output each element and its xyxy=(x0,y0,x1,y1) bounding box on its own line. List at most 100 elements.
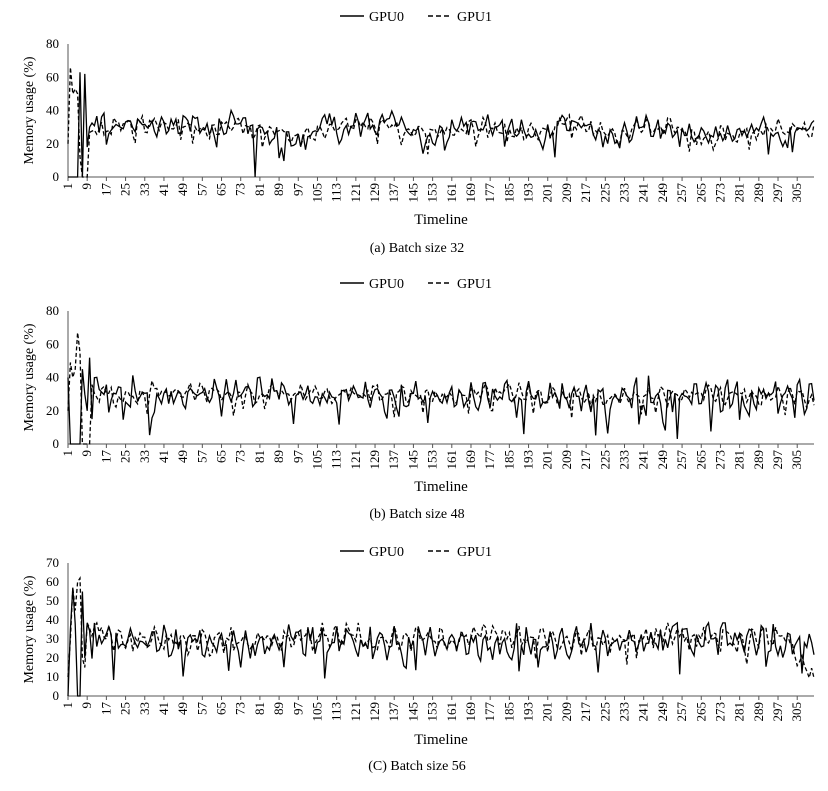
x-tick-label: 257 xyxy=(674,183,689,203)
x-tick-label: 89 xyxy=(271,450,286,463)
x-tick-label: 281 xyxy=(732,183,747,203)
y-axis-title: Memory usage (%) xyxy=(22,575,37,683)
x-tick-label: 233 xyxy=(617,183,632,203)
chart-panel-2: GPU0 GPU1 0 20 40 60 80 1 9 17 25 33 41 49 57 65 73 81 89 9… xyxy=(22,277,815,522)
legend: GPU0 GPU1 xyxy=(340,10,492,25)
x-tick-label: 153 xyxy=(425,702,440,722)
x-tick-label: 65 xyxy=(214,183,229,196)
x-tick-label: 17 xyxy=(98,183,113,197)
x-tick-label: 65 xyxy=(214,702,229,715)
x-tick-label: 129 xyxy=(367,450,382,470)
x-tick-label: 289 xyxy=(751,450,766,470)
x-tick-label: 137 xyxy=(386,702,401,722)
x-tick-label: 201 xyxy=(540,702,555,722)
x-tick-label: 25 xyxy=(118,450,133,463)
x-tick-label: 89 xyxy=(271,702,286,715)
x-tick-label: 9 xyxy=(79,702,94,709)
x-tick-label: 161 xyxy=(444,450,459,470)
x-axis-title: Timeline xyxy=(414,212,468,228)
x-tick-label: 33 xyxy=(137,183,152,196)
legend-label: GPU1 xyxy=(457,10,492,25)
x-tick-label: 265 xyxy=(693,183,708,203)
x-tick-label: 81 xyxy=(252,183,267,196)
y-tick-label: 60 xyxy=(46,574,59,589)
x-tick-label: 49 xyxy=(175,450,190,463)
x-tick-label: 153 xyxy=(425,450,440,470)
x-tick-label: 97 xyxy=(290,450,305,464)
series-line-gpu1 xyxy=(67,67,815,178)
x-tick-label: 89 xyxy=(271,183,286,196)
series-line-gpu0 xyxy=(67,587,815,697)
x-tick-label: 257 xyxy=(674,450,689,470)
x-tick-label: 41 xyxy=(156,183,171,196)
y-tick-label: 20 xyxy=(46,650,59,665)
y-tick-label: 20 xyxy=(46,403,59,418)
y-axis-title: Memory usage (%) xyxy=(22,323,37,431)
x-tick-label: 121 xyxy=(348,702,363,722)
x-tick-label: 177 xyxy=(482,183,497,203)
x-tick-label: 73 xyxy=(233,702,248,715)
x-tick-label: 1 xyxy=(60,450,75,457)
y-tick-label: 0 xyxy=(53,688,60,703)
x-tick-label: 217 xyxy=(578,183,593,203)
x-tick-label: 201 xyxy=(540,450,555,470)
x-tick-label: 41 xyxy=(156,702,171,715)
x-tick-label: 249 xyxy=(655,702,670,722)
x-tick-label: 161 xyxy=(444,183,459,203)
x-tick-label: 177 xyxy=(482,702,497,722)
y-tick-label: 30 xyxy=(46,631,59,646)
x-tick-label: 1 xyxy=(60,183,75,190)
x-tick-label: 137 xyxy=(386,183,401,203)
y-tick-label: 0 xyxy=(53,436,60,451)
x-tick-label: 137 xyxy=(386,450,401,470)
x-tick-label: 233 xyxy=(617,702,632,722)
x-tick-label: 25 xyxy=(118,183,133,196)
x-tick-label: 193 xyxy=(521,450,536,470)
x-tick-label: 49 xyxy=(175,702,190,715)
x-tick-label: 97 xyxy=(290,702,305,716)
series-line-gpu1 xyxy=(67,576,815,681)
x-tick-label: 129 xyxy=(367,183,382,203)
x-tick-label: 217 xyxy=(578,450,593,470)
x-tick-label: 113 xyxy=(329,702,344,721)
series-line-gpu0 xyxy=(68,72,815,178)
x-tick-label: 305 xyxy=(789,450,804,470)
x-tick-label: 289 xyxy=(751,183,766,203)
x-tick-label: 121 xyxy=(348,450,363,470)
y-tick-label: 10 xyxy=(46,669,59,684)
y-tick-label: 70 xyxy=(46,555,59,570)
x-tick-label: 65 xyxy=(214,450,229,463)
x-tick-label: 185 xyxy=(501,702,516,722)
x-tick-label: 265 xyxy=(693,450,708,470)
x-tick-label: 97 xyxy=(290,183,305,197)
x-tick-label: 169 xyxy=(463,702,478,722)
x-tick-label: 9 xyxy=(79,183,94,190)
x-tick-label: 113 xyxy=(329,450,344,469)
x-tick-label: 177 xyxy=(482,450,497,470)
x-tick-label: 193 xyxy=(521,183,536,203)
x-tick-label: 57 xyxy=(194,450,209,464)
x-tick-label: 249 xyxy=(655,450,670,470)
x-tick-label: 225 xyxy=(597,450,612,470)
chart-panel-3: GPU0 GPU1 0 10 20 30 40 50 60 70 1 9 17 25 33 41 49 57 65 7… xyxy=(22,545,815,774)
chart-caption: (C) Batch size 56 xyxy=(368,759,466,774)
y-tick-label: 40 xyxy=(46,103,59,118)
x-tick-label: 105 xyxy=(309,702,324,722)
x-tick-label: 33 xyxy=(137,702,152,715)
x-tick-label: 273 xyxy=(712,450,727,470)
x-tick-label: 41 xyxy=(156,450,171,463)
x-tick-label: 241 xyxy=(636,450,651,470)
chart-caption: (b) Batch size 48 xyxy=(369,507,464,522)
x-tick-label: 297 xyxy=(770,702,785,722)
x-tick-label: 57 xyxy=(194,702,209,716)
y-axis-title: Memory usage (%) xyxy=(22,56,37,164)
x-tick-label: 209 xyxy=(559,702,574,722)
x-tick-label: 185 xyxy=(501,183,516,203)
x-tick-label: 17 xyxy=(98,450,113,464)
x-tick-label: 73 xyxy=(233,450,248,463)
y-tick-label: 60 xyxy=(46,69,59,84)
y-tick-label: 40 xyxy=(46,612,59,627)
x-tick-label: 209 xyxy=(559,183,574,203)
x-tick-label: 129 xyxy=(367,702,382,722)
x-tick-label: 1 xyxy=(60,702,75,709)
